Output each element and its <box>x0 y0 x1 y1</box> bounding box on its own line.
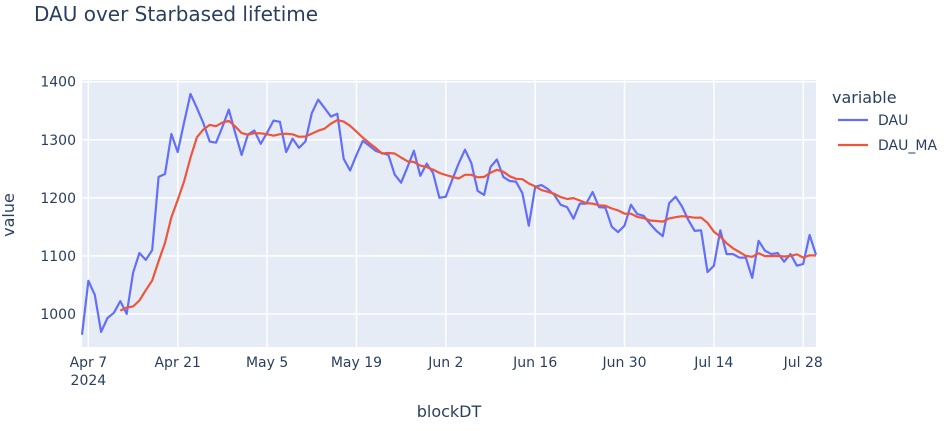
legend-item-label: DAU <box>878 113 908 129</box>
x-tick-label: Jul 28 <box>783 355 823 371</box>
y-tick-label: 1200 <box>40 191 76 207</box>
x-axis-label: blockDT <box>417 402 482 421</box>
y-tick-label: 1300 <box>40 133 76 149</box>
y-tick-label: 1400 <box>40 75 76 91</box>
y-tick-label: 1100 <box>40 249 76 265</box>
x-tick-label: Apr 21 <box>154 355 200 371</box>
series-line-dau <box>80 92 818 335</box>
legend-item-label: DAU_MA <box>878 138 937 154</box>
legend: variable DAU DAU_MA <box>832 88 937 154</box>
y-tick-label: 1000 <box>40 307 76 323</box>
y-axis-label: value <box>0 193 18 237</box>
series-line-dau-ma <box>119 119 817 312</box>
x-tick-label: May 19 <box>331 355 382 371</box>
gridlines <box>82 80 816 347</box>
y-axis-ticks: 1000 1100 1200 1300 1400 <box>40 75 76 323</box>
x-tick-label: Jul 14 <box>693 355 733 371</box>
x-tick-label: Jun 30 <box>601 355 646 371</box>
x-axis-ticks: Apr 7 2024 Apr 21 May 5 May 19 Jun 2 Jun 16 Jun… <box>70 355 823 389</box>
x-tick-label: Jun 16 <box>512 355 557 371</box>
legend-title: variable <box>832 88 897 107</box>
x-tick-label: May 5 <box>246 355 288 371</box>
series-lines <box>80 92 818 335</box>
x-tick-sublabel: 2024 <box>71 373 107 389</box>
x-tick-label: Jun 2 <box>427 355 463 371</box>
x-tick-label: Apr 7 <box>70 355 108 371</box>
chart-title: DAU over Starbased lifetime <box>34 2 318 26</box>
plot-area[interactable] <box>82 80 816 347</box>
